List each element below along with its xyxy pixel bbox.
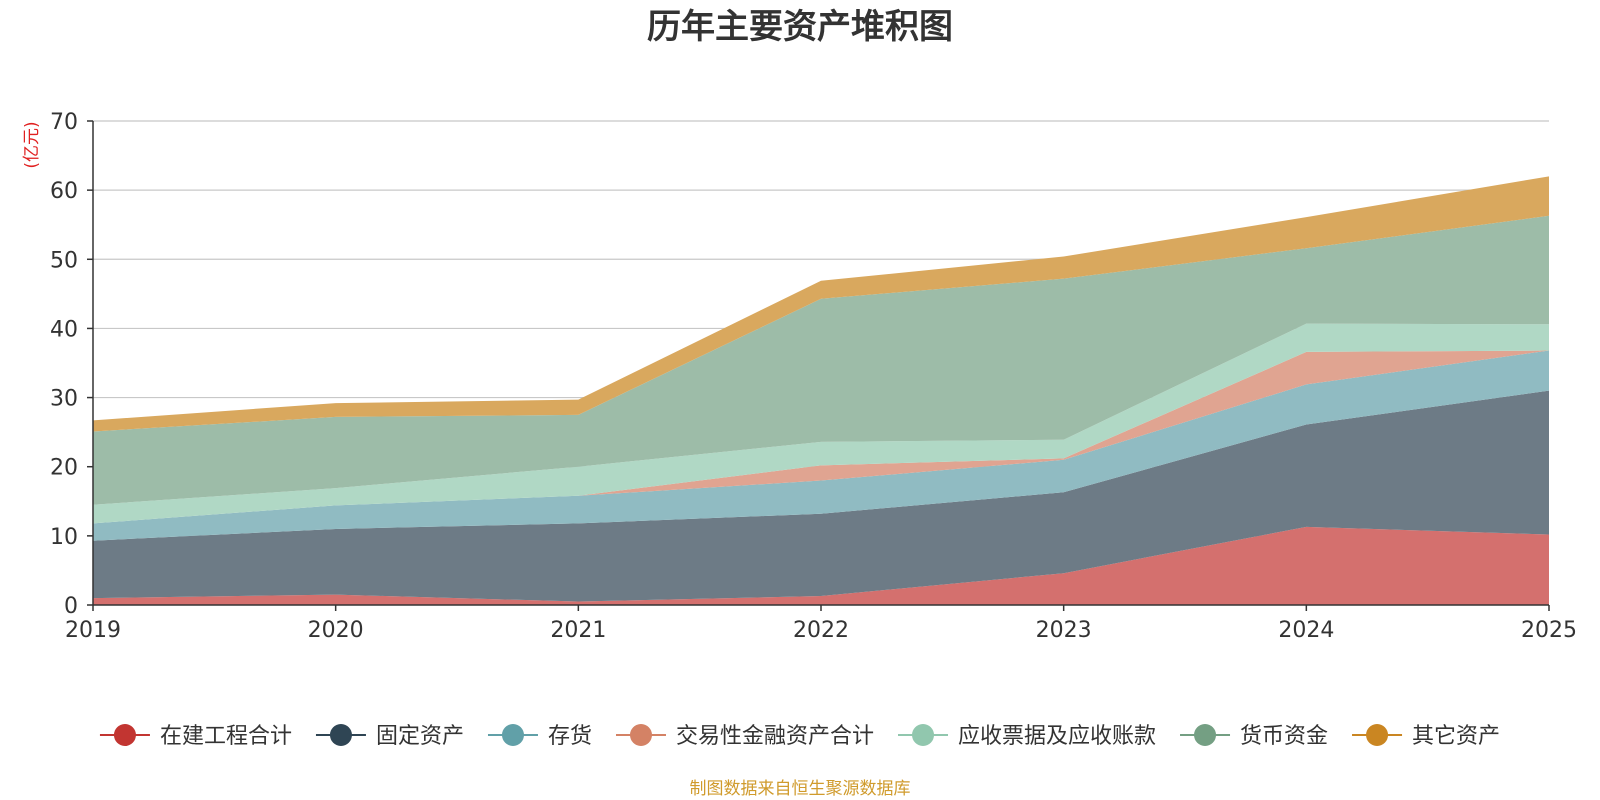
legend-label: 其它资产 — [1412, 724, 1500, 749]
area-series-7 — [93, 176, 1549, 432]
y-tick-label: 60 — [50, 179, 78, 204]
data-source-footer: 制图数据来自恒生聚源数据库 — [690, 779, 911, 799]
x-tick-label: 2025 — [1521, 618, 1577, 643]
x-tick-label: 2024 — [1278, 618, 1334, 643]
y-axis-unit-label: (亿元) — [22, 121, 42, 168]
x-tick-label: 2022 — [793, 618, 849, 643]
legend-circle-marker — [1194, 724, 1217, 746]
y-tick-label: 30 — [50, 387, 78, 412]
legend-item-2[interactable]: 固定资产 — [315, 724, 464, 749]
area-series-2 — [93, 390, 1549, 602]
area-series-6 — [93, 215, 1549, 505]
legend-item-5[interactable]: 应收票据及应收账款 — [898, 724, 1156, 749]
legend-item-7[interactable]: 其它资产 — [1352, 724, 1500, 749]
y-tick-label: 20 — [50, 456, 78, 481]
legend-label: 固定资产 — [376, 724, 464, 749]
legend-item-1[interactable]: 在建工程合计 — [99, 724, 292, 749]
y-tick-label: 50 — [50, 248, 78, 273]
x-tick-label: 2023 — [1036, 618, 1092, 643]
legend-label: 交易性金融资产合计 — [676, 724, 874, 749]
y-tick-label: 70 — [50, 110, 78, 135]
area-series-3 — [93, 350, 1549, 541]
area-series-4 — [93, 350, 1549, 524]
legend-label: 货币资金 — [1240, 724, 1328, 749]
area-series-5 — [93, 323, 1549, 524]
legend-label: 存货 — [548, 724, 592, 749]
legend-item-6[interactable]: 货币资金 — [1180, 724, 1328, 749]
legend-circle-marker — [1366, 724, 1389, 746]
area-series-1 — [93, 526, 1549, 605]
x-tick-label: 2020 — [308, 618, 364, 643]
y-tick-label: 40 — [50, 317, 78, 342]
y-tick-label: 10 — [50, 525, 78, 550]
legend-item-4[interactable]: 交易性金融资产合计 — [615, 724, 874, 749]
legend-circle-marker — [629, 724, 652, 746]
legend-label: 在建工程合计 — [160, 724, 292, 749]
x-tick-label: 2019 — [65, 618, 121, 643]
axes: 0 10 20 30 40 50 60 70 2019 2020 2021 2022 2023 2024 2… — [50, 110, 1577, 643]
legend: 在建工程合计 固定资产 存货 交易性金融资产合计 应收票据及应收账款 货币资金 其它资产 — [99, 724, 1500, 749]
legend-circle-marker — [501, 724, 524, 746]
y-tick-label: 0 — [64, 594, 78, 619]
area-series-group — [93, 176, 1549, 605]
x-tick-label: 2021 — [550, 618, 606, 643]
legend-item-3[interactable]: 存货 — [487, 724, 592, 749]
legend-label: 应收票据及应收账款 — [958, 724, 1156, 749]
legend-circle-marker — [912, 724, 935, 746]
legend-circle-marker — [329, 724, 352, 746]
legend-circle-marker — [113, 724, 136, 746]
chart-title: 历年主要资产堆积图 — [647, 7, 953, 47]
